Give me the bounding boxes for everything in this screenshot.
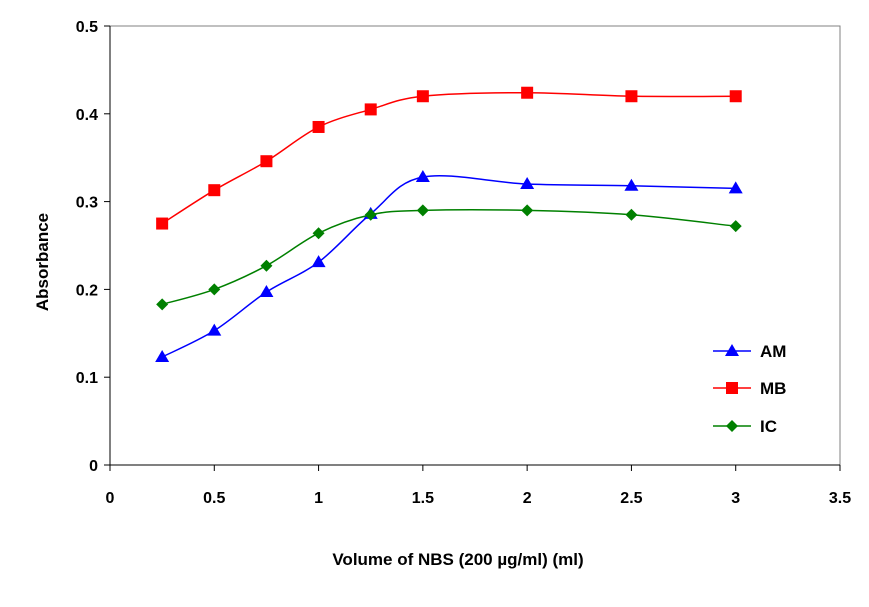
data-point (260, 155, 273, 168)
legend-label: AM (760, 342, 786, 361)
y-tick-label: 0 (89, 458, 98, 475)
y-axis-label: Absorbance (33, 213, 52, 311)
x-tick-label: 2.5 (620, 490, 642, 507)
y-tick-label: 0.1 (76, 370, 98, 387)
data-point (364, 103, 377, 116)
legend-label: IC (760, 417, 777, 436)
data-point (259, 285, 274, 298)
data-point (311, 255, 326, 268)
x-tick-label: 1 (314, 490, 323, 507)
x-tick-label: 2 (523, 490, 532, 507)
data-point (416, 204, 429, 217)
data-point (155, 350, 170, 363)
data-point (364, 208, 377, 221)
y-tick-label: 0.4 (76, 107, 98, 124)
series-line (161, 209, 736, 306)
data-point (156, 217, 169, 230)
series-line (161, 174, 736, 358)
series-ic (156, 204, 742, 311)
x-tick-label: 0 (106, 490, 115, 507)
data-point (625, 90, 638, 103)
y-tick-label: 0.5 (76, 19, 98, 36)
plot-area (109, 25, 841, 466)
data-point (260, 259, 273, 272)
data-point (208, 184, 221, 197)
series-mb (156, 86, 742, 230)
legend-marker (726, 382, 738, 394)
data-point (312, 227, 325, 240)
legend-marker (725, 344, 739, 356)
y-tick-label: 0.2 (76, 282, 98, 299)
data-point (729, 90, 742, 103)
data-point (156, 298, 169, 311)
legend-label: MB (760, 379, 786, 398)
data-point (625, 208, 638, 221)
data-point (521, 86, 534, 99)
data-point (520, 177, 535, 190)
data-point (728, 181, 743, 194)
data-point (208, 283, 221, 296)
legend-marker (726, 420, 738, 432)
series-line (161, 91, 736, 225)
x-tick-label: 3.5 (829, 490, 851, 507)
data-point (521, 204, 534, 217)
data-point (415, 170, 430, 183)
y-tick-label: 0.3 (76, 195, 98, 212)
x-tick-label: 3 (731, 490, 740, 507)
data-point (729, 220, 742, 233)
data-point (416, 90, 429, 103)
data-point (624, 178, 639, 191)
x-tick-label: 1.5 (412, 490, 434, 507)
x-axis-label: Volume of NBS (200 µg/ml) (ml) (332, 550, 583, 569)
data-point (207, 323, 222, 336)
data-point (312, 120, 325, 133)
x-tick-label: 0.5 (203, 490, 225, 507)
